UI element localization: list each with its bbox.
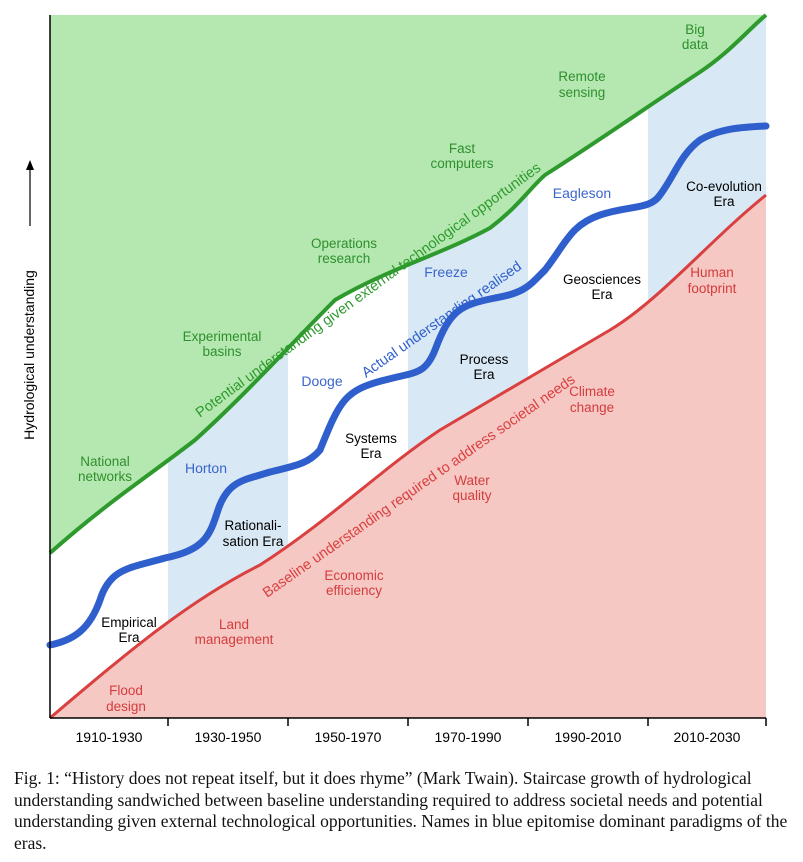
needs-label-human-footprint-line2: footprint bbox=[688, 281, 737, 296]
potential-area bbox=[50, 15, 766, 553]
needs-label-land-management-line2: management bbox=[195, 632, 274, 647]
x-tick-label: 1930-1950 bbox=[195, 729, 262, 745]
tech-label-remote-sensing-line1: Remote bbox=[558, 69, 605, 84]
paradigm-eagleson: Eagleson bbox=[553, 185, 611, 201]
needs-label-flood-design-line1: Flood bbox=[109, 683, 143, 698]
tech-label-fast-computers-line2: computers bbox=[430, 156, 493, 171]
tech-label-national-networks-line1: National bbox=[80, 454, 130, 469]
paradigm-dooge: Dooge bbox=[301, 373, 342, 389]
paradigm-horton: Horton bbox=[185, 460, 227, 476]
era-label-geosciences-line1: Geosciences bbox=[563, 272, 641, 287]
tech-label-fast-computers-line1: Fast bbox=[449, 141, 476, 156]
x-tick-label: 1970-1990 bbox=[435, 729, 502, 745]
tech-label-remote-sensing-line2: sensing bbox=[559, 85, 606, 100]
needs-label-economic-efficiency-line2: efficiency bbox=[326, 583, 382, 598]
hydrology-staircase-diagram: 1910-1930 1930-1950 1950-1970 1970-1990 … bbox=[21, 13, 770, 745]
tech-label-experimental-basins-line1: Experimental bbox=[183, 329, 262, 344]
era-label-process-line2: Era bbox=[473, 367, 495, 382]
tech-label-big-data-line1: Big bbox=[685, 22, 705, 37]
needs-label-climate-change-line1: Climate bbox=[569, 384, 615, 399]
era-label-coevolution-line2: Era bbox=[713, 194, 735, 209]
tech-label-operations-research-line1: Operations bbox=[311, 236, 377, 251]
era-label-empirical-line1: Empirical bbox=[101, 615, 157, 630]
era-label-systems-line1: Systems bbox=[345, 431, 397, 446]
baseline-line bbox=[49, 193, 767, 720]
needs-label-land-management-line1: Land bbox=[219, 617, 249, 632]
x-tick-label: 1990-2010 bbox=[555, 729, 622, 745]
potential-line bbox=[48, 13, 768, 555]
era-label-empirical-line2: Era bbox=[118, 630, 140, 645]
era-label-rationalisation-line1: Rationali- bbox=[224, 518, 281, 533]
y-axis-label-group: Hydrological understanding bbox=[21, 160, 37, 440]
x-tick-label: 1910-1930 bbox=[76, 729, 143, 745]
era-label-rationalisation-line2: sation Era bbox=[223, 534, 284, 549]
y-axis-label: Hydrological understanding bbox=[21, 270, 37, 440]
x-tick-label: 1950-1970 bbox=[315, 729, 382, 745]
era-label-process-line1: Process bbox=[460, 352, 509, 367]
needs-label-economic-efficiency-line1: Economic bbox=[324, 568, 384, 583]
x-axis-ticks bbox=[167, 718, 767, 726]
tech-label-national-networks-line2: networks bbox=[78, 469, 132, 484]
needs-label-water-quality-line2: quality bbox=[452, 488, 491, 503]
needs-label-climate-change-line2: change bbox=[570, 400, 614, 415]
arrowhead-icon bbox=[26, 160, 34, 170]
needs-label-flood-design-line2: design bbox=[106, 699, 146, 714]
baseline-area bbox=[50, 195, 766, 718]
figure-caption: Fig. 1: “History does not repeat itself,… bbox=[14, 768, 788, 853]
paradigm-freeze: Freeze bbox=[424, 264, 468, 280]
needs-label-water-quality-line1: Water bbox=[454, 473, 490, 488]
tech-label-big-data-line2: data bbox=[682, 37, 709, 52]
era-label-coevolution-line1: Co-evolution bbox=[686, 179, 762, 194]
era-label-systems-line2: Era bbox=[360, 446, 382, 461]
tech-label-experimental-basins-line2: basins bbox=[202, 344, 241, 359]
x-tick-label: 2010-2030 bbox=[674, 729, 741, 745]
tech-label-operations-research-line2: research bbox=[318, 251, 371, 266]
actual-line bbox=[46, 122, 770, 649]
era-label-geosciences-line2: Era bbox=[591, 287, 613, 302]
needs-label-human-footprint-line1: Human bbox=[690, 265, 734, 280]
